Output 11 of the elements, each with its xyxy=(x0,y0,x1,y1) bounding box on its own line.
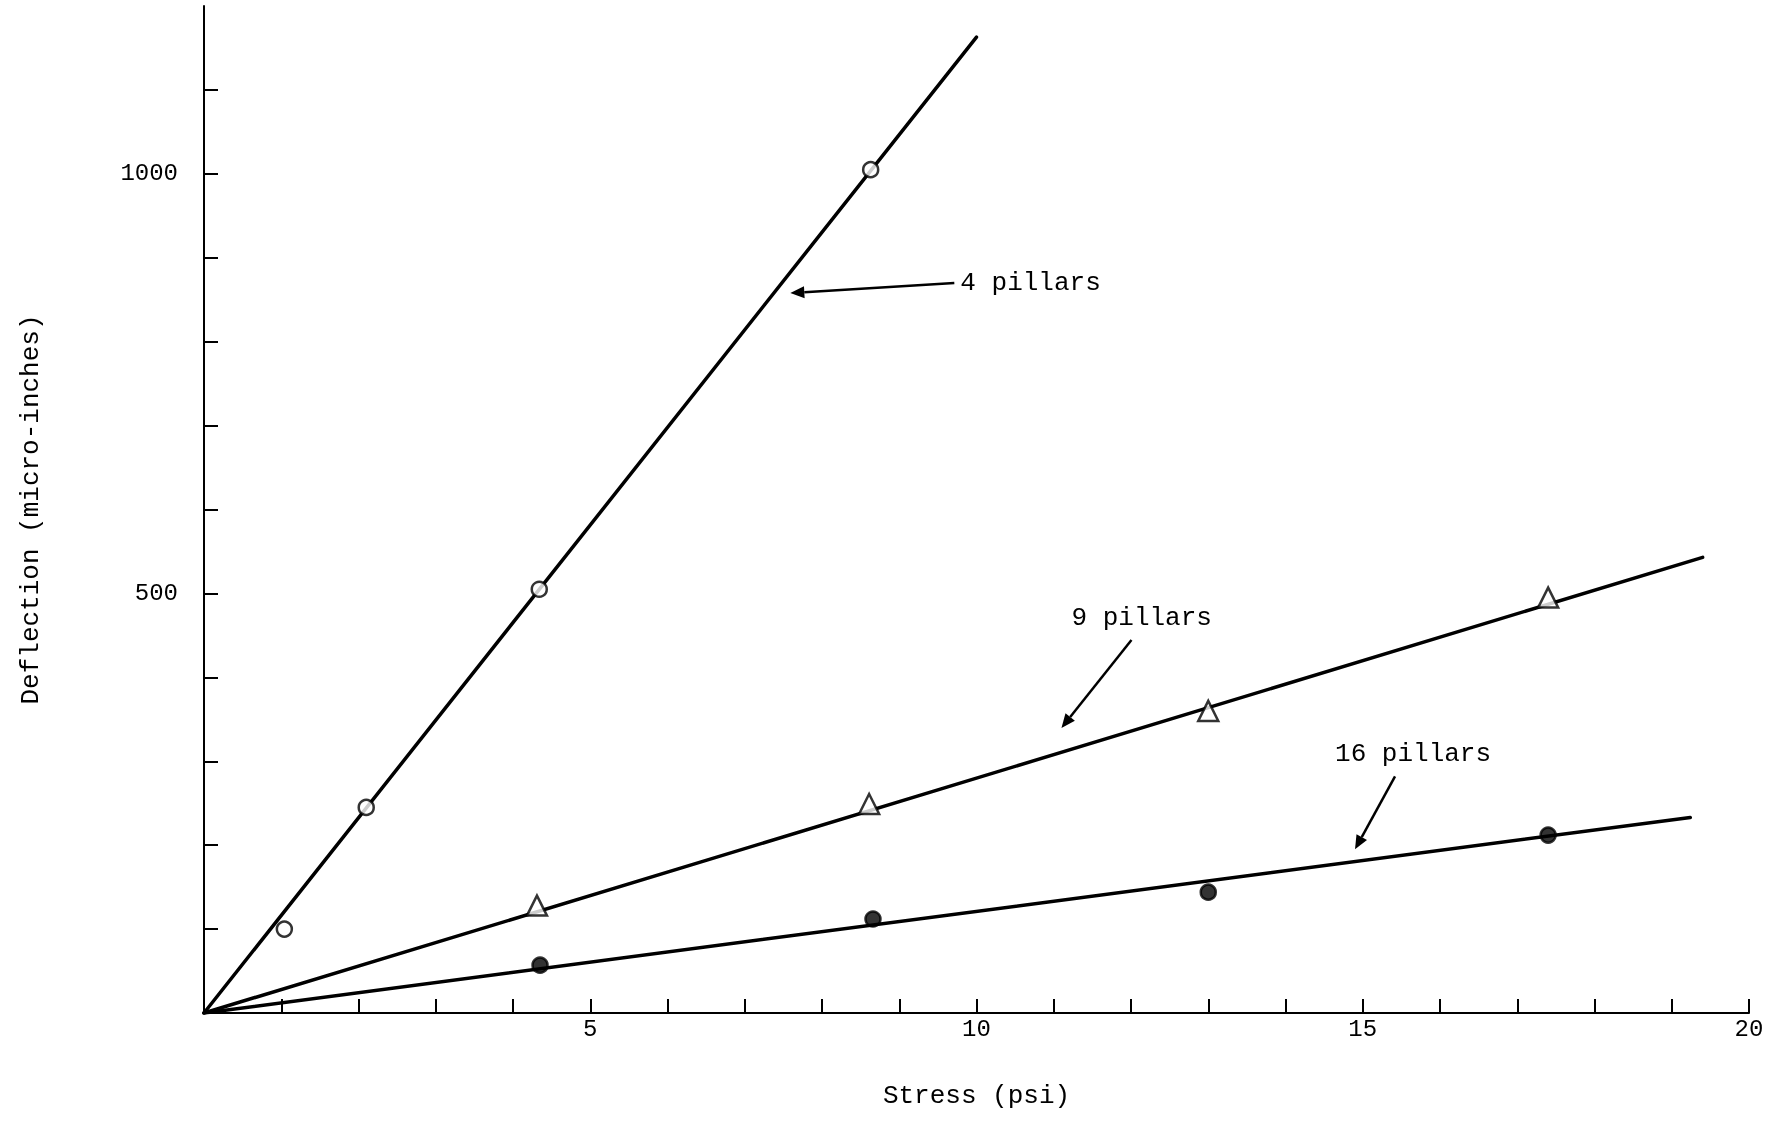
annotation: 4 pillars xyxy=(960,267,1101,298)
x-tick-label: 15 xyxy=(1348,1015,1378,1043)
x-tick-label: 20 xyxy=(1734,1015,1764,1043)
y-axis-title: Deflection (micro-inches) xyxy=(16,314,46,705)
y-tick-label: 500 xyxy=(134,579,178,607)
annotation: 9 pillars xyxy=(1071,603,1212,634)
annotation: 16 pillars xyxy=(1335,739,1492,770)
x-tick-label: 5 xyxy=(583,1015,598,1043)
x-axis-title: Stress (psi) xyxy=(882,1081,1071,1111)
x-tick-label: 10 xyxy=(962,1015,991,1043)
y-tick-label: 1000 xyxy=(120,160,178,188)
